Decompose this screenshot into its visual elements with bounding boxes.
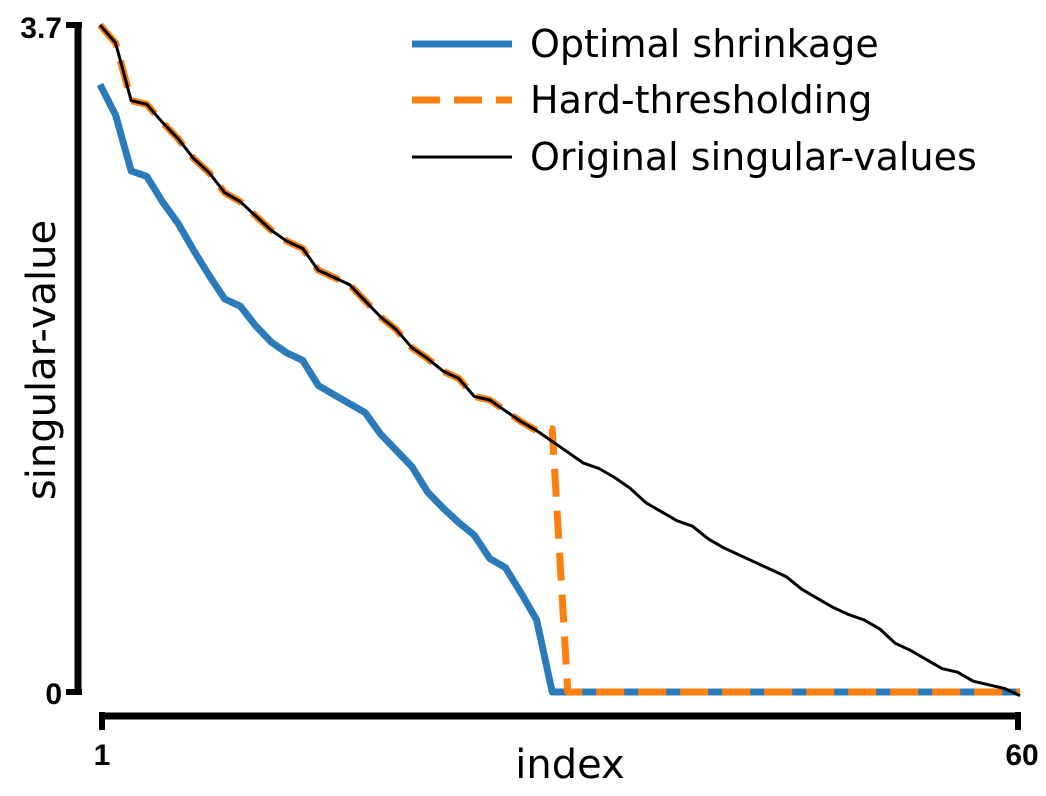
series-line-hard-thresholding [97,22,1020,696]
legend-label-original-singular-values: Original singular-values [530,135,977,179]
y-tick-label-max: 3.7 [20,12,62,45]
x-axis-title: index [515,742,624,788]
x-tick-label-min: 1 [94,739,111,772]
legend-label-optimal-shrinkage: Optimal shrinkage [530,22,879,66]
y-axis-title: singular-value [19,220,65,500]
series-line-original-singular-values [98,24,1021,697]
x-tick-label-max: 60 [1005,739,1038,772]
legend-label-hard-thresholding: Hard-thresholding [530,78,872,122]
legend: Optimal shrinkage Hard-thresholding Orig… [412,22,977,179]
y-tick-label-min: 0 [45,678,62,711]
series-layer [96,22,1021,697]
